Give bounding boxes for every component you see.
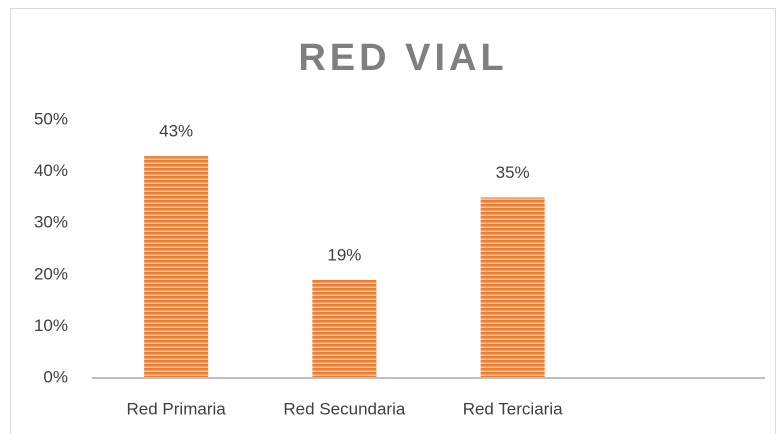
y-tick-label: 20% — [34, 264, 68, 283]
y-tick-label: 30% — [34, 213, 68, 232]
x-tick-label: Red Secundaria — [283, 399, 405, 418]
y-tick-label: 50% — [34, 109, 68, 128]
data-label: 19% — [327, 245, 361, 264]
y-tick-label: 40% — [34, 161, 68, 180]
y-tick-label: 10% — [34, 316, 68, 335]
chart-title: RED VIAL — [298, 37, 507, 79]
data-label: 43% — [159, 122, 193, 141]
y-tick-label: 0% — [43, 367, 68, 386]
data-label: 35% — [496, 163, 530, 182]
x-tick-label: Red Terciaria — [463, 399, 563, 418]
chart-frame — [10, 8, 776, 434]
bar — [480, 197, 545, 378]
bar — [312, 279, 377, 378]
x-tick-label: Red Primaria — [127, 399, 227, 418]
bar — [144, 156, 209, 378]
